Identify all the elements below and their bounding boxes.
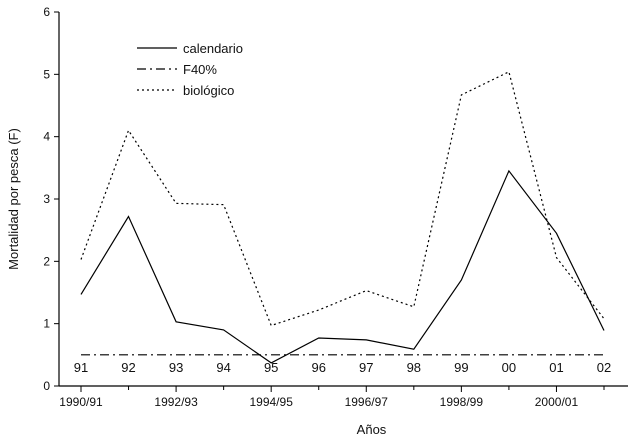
year-label: 93	[169, 360, 183, 375]
year-label: 92	[121, 360, 135, 375]
x-tick-label: 1996/97	[345, 395, 389, 409]
year-label: 91	[74, 360, 88, 375]
year-label: 94	[216, 360, 230, 375]
plot-frame	[58, 12, 628, 387]
x-axis-ticks: 1990/91 1992/93 1994/95 1996/97 1998/99 2000/…	[59, 386, 605, 409]
year-label: 99	[454, 360, 468, 375]
y-tick-label: 1	[43, 317, 50, 331]
legend: calendario F40% biológico	[137, 41, 243, 98]
year-labels: 91 92 93 94 95 96 97 98 99 00 01 02	[74, 360, 611, 375]
year-label: 97	[359, 360, 373, 375]
y-axis-title: Mortalidad por pesca (F)	[6, 128, 21, 270]
y-tick-label: 4	[43, 130, 50, 144]
y-tick-label: 3	[43, 192, 50, 206]
series-lines	[80, 70, 605, 364]
year-label: 01	[549, 360, 563, 375]
series-line-biol-gico	[80, 70, 605, 327]
year-label: 98	[407, 360, 421, 375]
y-tick-label: 6	[43, 5, 50, 19]
year-label: 96	[311, 360, 325, 375]
x-axis-title: Años	[357, 422, 387, 437]
legend-label: F40%	[183, 62, 217, 77]
legend-label: biológico	[183, 83, 234, 98]
year-label: 02	[597, 360, 611, 375]
x-tick-label: 1994/95	[249, 395, 293, 409]
legend-label: calendario	[183, 41, 243, 56]
series-line-calendario	[80, 169, 605, 364]
y-axis-ticks: 0 1 2 3 4 5 6	[43, 5, 59, 393]
x-tick-label: 1990/91	[59, 395, 103, 409]
x-tick-label: 1992/93	[154, 395, 198, 409]
year-label: 00	[502, 360, 516, 375]
year-label: 95	[264, 360, 278, 375]
y-tick-label: 5	[43, 67, 50, 81]
y-tick-label: 2	[43, 254, 50, 268]
y-tick-label: 0	[43, 379, 50, 393]
x-tick-label: 2000/01	[535, 395, 579, 409]
x-tick-label: 1998/99	[440, 395, 484, 409]
